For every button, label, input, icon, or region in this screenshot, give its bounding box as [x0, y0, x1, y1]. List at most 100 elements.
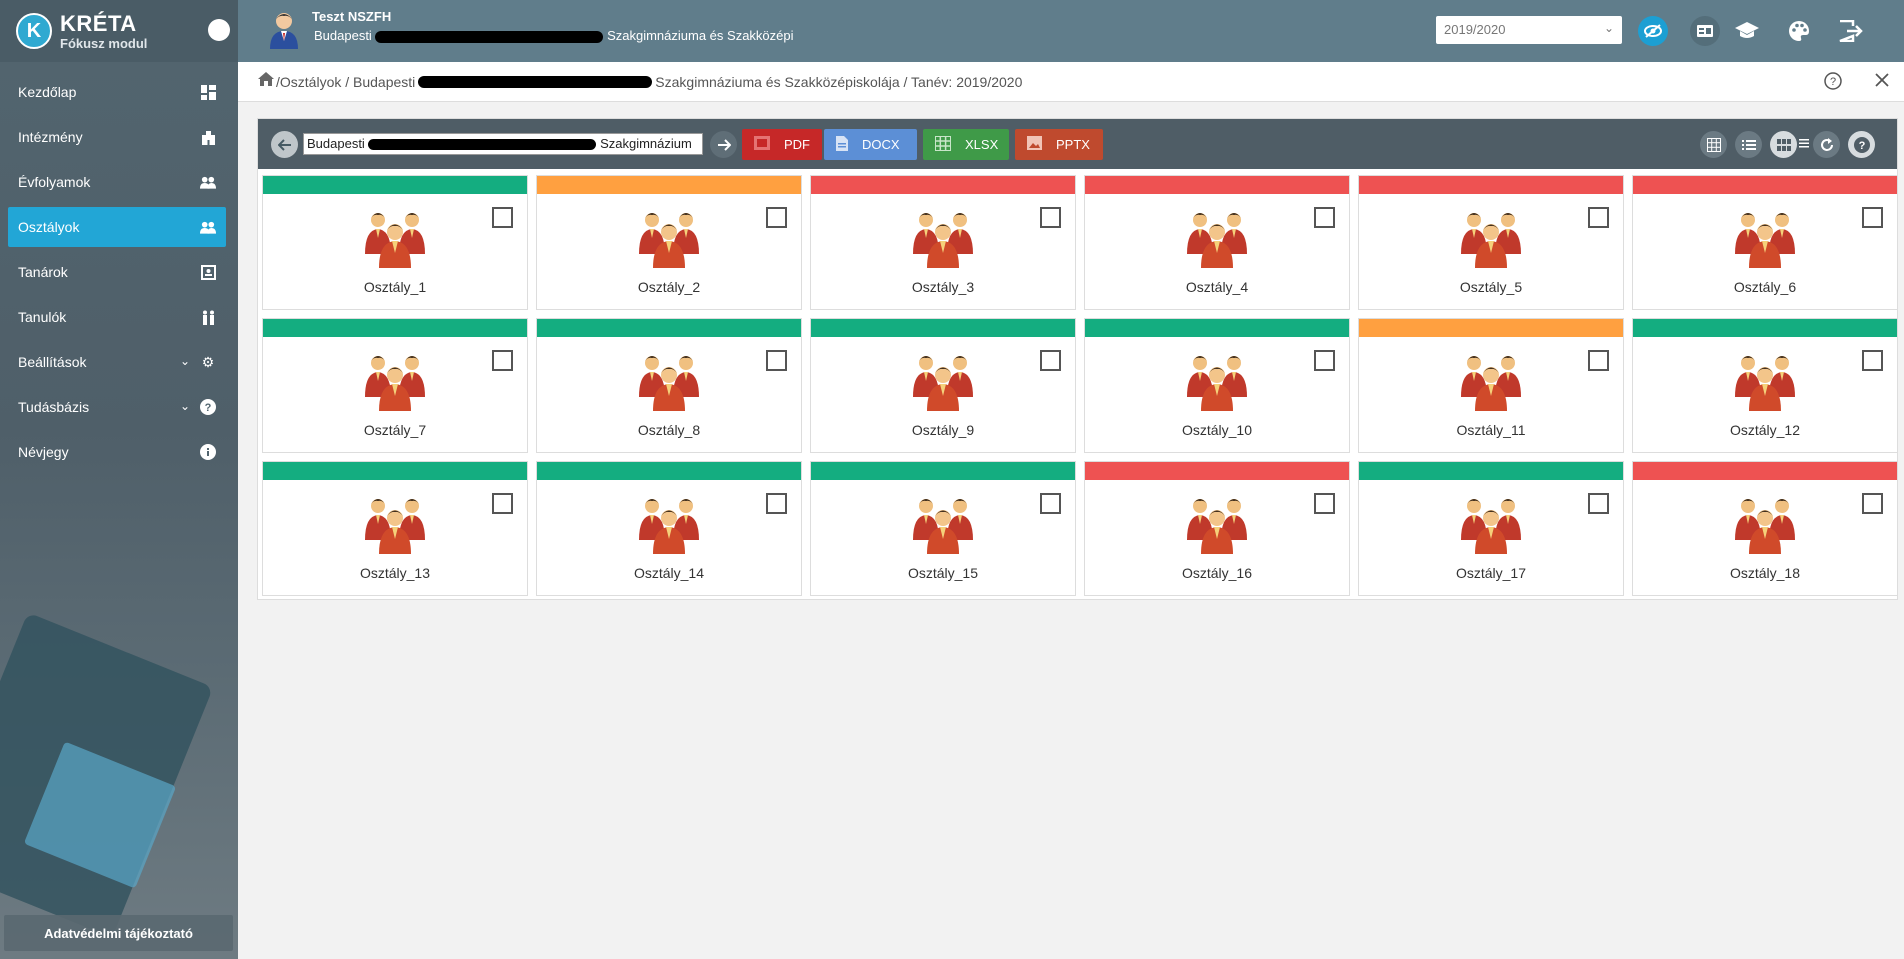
class-status-bar [1359, 462, 1623, 480]
class-card[interactable]: Osztály_18 [1632, 461, 1898, 596]
class-card[interactable]: Osztály_12 [1632, 318, 1898, 453]
eye-off-icon[interactable] [1638, 16, 1668, 46]
class-name: Osztály_2 [637, 279, 701, 295]
breadcrumb-path[interactable]: /Osztályok / Budapesti [276, 73, 416, 90]
school-year-select[interactable]: 2019/2020 ⌄ [1436, 16, 1622, 44]
class-card-grid: Osztály_1 [262, 175, 1899, 596]
class-group-icon [912, 494, 974, 554]
class-select-checkbox[interactable] [492, 350, 513, 371]
class-status-bar [1633, 319, 1897, 337]
class-card[interactable]: Osztály_7 [262, 318, 528, 453]
breadcrumb: /Osztályok / Budapesti Szakgimnáziuma és… [238, 62, 1904, 102]
chevron-down-icon: ⌄ [1603, 21, 1614, 35]
module-name: Fókusz modul [60, 35, 148, 51]
class-select-checkbox[interactable] [492, 207, 513, 228]
class-card[interactable]: Osztály_9 [810, 318, 1076, 453]
class-select-checkbox[interactable] [1040, 350, 1061, 371]
sidebar-item-tudasbazis[interactable]: Tudásbázis ⌄ ? [8, 387, 226, 427]
privacy-notice-button[interactable]: Adatvédelmi tájékoztató [4, 915, 233, 951]
class-card[interactable]: Osztály_16 [1084, 461, 1350, 596]
class-group-icon [912, 208, 974, 268]
sidebar-item-beallitasok[interactable]: Beállítások ⌄ ⚙ [8, 342, 226, 382]
sidebar-item-kezdolap[interactable]: Kezdőlap [8, 72, 226, 112]
export-pdf-label: PDF [784, 137, 810, 152]
class-name: Osztály_9 [911, 422, 975, 438]
sidebar-item-intezmeny[interactable]: Intézmény [8, 117, 226, 157]
class-name: Osztály_18 [1729, 565, 1801, 581]
class-card[interactable]: Osztály_11 [1358, 318, 1624, 453]
class-card[interactable]: Osztály_1 [262, 175, 528, 310]
table-icon [934, 134, 952, 154]
export-docx-button[interactable]: DOCX [824, 129, 917, 160]
class-card[interactable]: Osztály_5 [1358, 175, 1624, 310]
next-school-button[interactable] [710, 131, 737, 158]
logout-icon[interactable] [1836, 16, 1866, 46]
class-card[interactable]: Osztály_13 [262, 461, 528, 596]
class-select-checkbox[interactable] [1040, 493, 1061, 514]
class-status-bar [1359, 319, 1623, 337]
class-card[interactable]: Osztály_8 [536, 318, 802, 453]
help-icon[interactable]: ? [1848, 131, 1875, 158]
class-select-checkbox[interactable] [1588, 350, 1609, 371]
class-card[interactable]: Osztály_2 [536, 175, 802, 310]
help-icon[interactable]: ? [1824, 72, 1842, 95]
sidebar-item-evfolyamok[interactable]: Évfolyamok [8, 162, 226, 202]
class-card[interactable]: Osztály_6 [1632, 175, 1898, 310]
class-status-bar [263, 462, 527, 480]
home-icon[interactable] [258, 72, 274, 91]
class-select-checkbox[interactable] [766, 493, 787, 514]
kreta-logo-icon[interactable]: K [16, 13, 52, 49]
class-group-icon [364, 208, 426, 268]
class-card[interactable]: Osztály_17 [1358, 461, 1624, 596]
previous-school-button[interactable] [271, 131, 298, 158]
sidebar-item-osztalyok[interactable]: Osztályok [8, 207, 226, 247]
export-xlsx-button[interactable]: XLSX [923, 129, 1009, 160]
class-select-checkbox[interactable] [492, 493, 513, 514]
class-card[interactable]: Osztály_15 [810, 461, 1076, 596]
tile-view-icon[interactable] [1770, 131, 1797, 158]
class-select-checkbox[interactable] [1588, 493, 1609, 514]
menu-lines-icon[interactable] [1799, 135, 1809, 153]
app-name: KRÉTA [60, 10, 137, 36]
class-name: Osztály_13 [359, 565, 431, 581]
export-pptx-button[interactable]: PPTX [1015, 129, 1103, 160]
class-select-checkbox[interactable] [1314, 350, 1335, 371]
sidebar-menu: Kezdőlap Intézmény Évfolyamok Osztályok … [0, 72, 238, 472]
class-group-icon [912, 351, 974, 411]
class-name: Osztály_16 [1181, 565, 1253, 581]
pdf-file-icon [754, 136, 770, 153]
class-select-checkbox[interactable] [1040, 207, 1061, 228]
graduation-cap-icon[interactable] [1732, 16, 1762, 46]
sidebar-item-tanulok[interactable]: Tanulók [8, 297, 226, 337]
class-select-checkbox[interactable] [766, 350, 787, 371]
list-view-icon[interactable] [1735, 131, 1762, 158]
class-select-checkbox[interactable] [766, 207, 787, 228]
palette-icon[interactable] [1784, 16, 1814, 46]
export-xlsx-label: XLSX [965, 137, 999, 152]
sidebar-toggle-button[interactable] [208, 19, 230, 41]
grid-view-icon[interactable] [1700, 131, 1727, 158]
class-card[interactable]: Osztály_14 [536, 461, 802, 596]
refresh-icon[interactable] [1813, 131, 1840, 158]
id-badge-icon[interactable] [1690, 16, 1720, 46]
sidebar-item-tanarok[interactable]: Tanárok [8, 252, 226, 292]
class-card[interactable]: Osztály_4 [1084, 175, 1350, 310]
class-select-checkbox[interactable] [1314, 493, 1335, 514]
class-select-checkbox[interactable] [1314, 207, 1335, 228]
class-card[interactable]: Osztály_3 [810, 175, 1076, 310]
class-card[interactable]: Osztály_10 [1084, 318, 1350, 453]
class-select-checkbox[interactable] [1862, 207, 1883, 228]
avatar[interactable] [268, 11, 300, 49]
class-select-checkbox[interactable] [1862, 350, 1883, 371]
class-status-bar [811, 319, 1075, 337]
close-icon[interactable] [1874, 72, 1890, 93]
class-group-icon [364, 351, 426, 411]
class-status-bar [1633, 462, 1897, 480]
school-search-input[interactable]: Budapesti Szakgimnázium [303, 133, 703, 155]
class-select-checkbox[interactable] [1862, 493, 1883, 514]
school-input-suffix: Szakgimnázium [600, 136, 692, 151]
export-pptx-label: PPTX [1056, 137, 1090, 152]
sidebar-item-nevjegy[interactable]: Névjegy [8, 432, 226, 472]
export-pdf-button[interactable]: PDF [742, 129, 822, 160]
class-select-checkbox[interactable] [1588, 207, 1609, 228]
